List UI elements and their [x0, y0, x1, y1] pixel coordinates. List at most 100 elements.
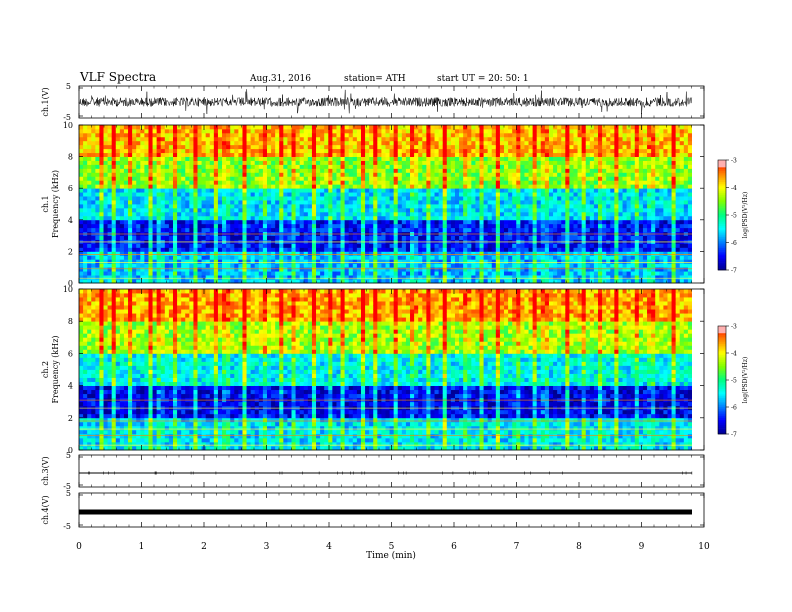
ch1-spectrogram-colorbar-cell — [718, 226, 726, 229]
ch4-waveform-ytick-label-bottom: -5 — [63, 522, 71, 531]
station-label: station= ATH — [344, 74, 406, 84]
ch2-spectrogram-colorbar-cell — [718, 381, 726, 384]
ch1-spectrogram-colorbar-tick-label: -5 — [731, 213, 737, 220]
ch1-spectrogram-colorbar-cell — [718, 209, 726, 212]
xtick-label: 4 — [326, 542, 332, 552]
ch2-spectrogram-colorbar-cell — [718, 414, 726, 417]
ch2-spectrogram-colorbar-cell — [718, 358, 726, 361]
ch2-spectrogram-colorbar-cell — [718, 378, 726, 381]
ch1-spectrogram-colorbar-cell — [718, 198, 726, 201]
ch2-spectrogram-colorbar-cell — [718, 394, 726, 397]
ch2-spectrogram-colorbar-cell — [718, 329, 726, 332]
xtick-label: 8 — [576, 542, 582, 552]
ch2-spectrogram-colorbar-cell — [718, 376, 726, 379]
start-time-label: start UT = 20: 50: 1 — [437, 74, 529, 84]
ch1-spectrogram-colorbar-cell — [718, 172, 726, 175]
ch1-spectrogram-colorbar-cell — [718, 227, 726, 230]
ch1-spectrogram-colorbar-cell — [718, 169, 726, 172]
ch1-spectrogram-colorbar-cell — [718, 259, 726, 262]
ch2-spectrogram-colorbar-cell — [718, 412, 726, 415]
ch1-spectrogram-colorbar-cell — [718, 215, 726, 218]
ch2-spectrogram-ytick-label: 10 — [63, 285, 73, 294]
ch1-spectrogram-ytick-label: 10 — [63, 121, 73, 130]
ch2-spectrogram-colorbar-cell — [718, 338, 726, 341]
ch2-spectrogram-colorbar-cell — [718, 403, 726, 406]
ch2-spectrogram-cells — [79, 289, 693, 451]
xtick-label: 1 — [139, 542, 145, 552]
ch1-spectrogram-colorbar-cell — [718, 165, 726, 168]
ch1-spectrogram-colorbar-cell — [718, 218, 726, 221]
ch2-spectrogram-colorbar-cell — [718, 342, 726, 345]
ch1-spectrogram-colorbar-cell — [718, 253, 726, 256]
ch2-spectrogram-colorbar-cell — [718, 417, 726, 420]
ch1-spectrogram-colorbar-cell — [718, 194, 726, 197]
ch1-waveform-ylabel: ch.1(V) — [41, 87, 50, 116]
ch1-spectrogram-colorbar-cell — [718, 161, 726, 164]
ch1-waveform-ytick-label-top: 5 — [66, 82, 71, 91]
ch1-spectrogram-colorbar-cell — [718, 231, 726, 234]
ch2-spectrogram-colorbar-cell — [718, 432, 726, 435]
ch3-waveform-ytick-label-top: 5 — [66, 451, 71, 460]
ch1-spectrogram-colorbar-cell — [718, 240, 726, 243]
ch1-spectrogram-colorbar-tick-label: -4 — [731, 185, 737, 192]
xtick-label: 2 — [201, 542, 207, 552]
ch1-spectrogram-colorbar-cell — [718, 237, 726, 240]
ch2-spectrogram-colorbar-label: log(PSD(V²/Hz) — [742, 357, 749, 404]
ch2-spectrogram-colorbar-cell — [718, 398, 726, 401]
ch1-spectrogram-colorbar-cell — [718, 235, 726, 238]
ch2-spectrogram-colorbar-cell — [718, 372, 726, 375]
ch1-spectrogram-colorbar-tick-label: -3 — [731, 158, 737, 165]
ch1-spectrogram-colorbar-cell — [718, 183, 726, 186]
ch1-spectrogram-colorbar-cell — [718, 246, 726, 249]
ch1-spectrogram-colorbar-cell — [718, 262, 726, 265]
ch2-spectrogram-colorbar-cell — [718, 374, 726, 377]
ch1-spectrogram-colorbar-cell — [718, 196, 726, 199]
ch2-spectrogram-ytick-label: 2 — [68, 414, 73, 423]
ch1-spectrogram-colorbar-cell — [718, 260, 726, 263]
ch1-spectrogram-colorbar-cell — [718, 242, 726, 245]
xtick-label: 10 — [698, 542, 710, 552]
ch1-spectrogram-colorbar-cell — [718, 176, 726, 179]
ch2-spectrogram-colorbar-cell — [718, 408, 726, 411]
xtick-label: 7 — [514, 542, 520, 552]
ch2-spectrogram-colorbar-cell — [718, 423, 726, 426]
ch1-spectrogram-colorbar-cell — [718, 251, 726, 254]
ch1-spectrogram-colorbar-cell — [718, 255, 726, 258]
ch2-spectrogram-colorbar-cell — [718, 399, 726, 402]
ch2-spectrogram-colorbar-cell — [718, 385, 726, 388]
ch1-spectrogram-cells — [79, 125, 693, 284]
ch2-spectrogram-colorbar-cell — [718, 419, 726, 422]
ch2-spectrogram-empty-area — [692, 289, 704, 450]
ch1-spectrogram-colorbar-cell — [718, 229, 726, 232]
ch2-spectrogram-colorbar-cell — [718, 390, 726, 393]
ch1-spectrogram-colorbar-cell — [718, 185, 726, 188]
ch2-spectrogram-colorbar-cell — [718, 387, 726, 390]
ch2-spectrogram-colorbar-cell — [718, 365, 726, 368]
ch1-spectrogram-colorbar-cell — [718, 213, 726, 216]
xtick-label: 6 — [451, 542, 457, 552]
ch2-spectrogram-colorbar-cell — [718, 333, 726, 336]
ch2-spectrogram-colorbar-cell — [718, 421, 726, 424]
ch1-spectrogram-colorbar-cell — [718, 187, 726, 190]
ch1-spectrogram-ylabel: Frequency (kHz) — [51, 170, 60, 238]
ch2-spectrogram-colorbar-cell — [718, 383, 726, 386]
ch1-spectrogram-colorbar-label: log(PSD(V²/Hz) — [742, 192, 749, 239]
ch1-spectrogram-colorbar-cell — [718, 257, 726, 260]
ch2-spectrogram-colorbar-cell — [718, 416, 726, 419]
ch2-spectrogram-colorbar-cell — [718, 347, 726, 350]
ch2-spectrogram-colorbar-cell — [718, 405, 726, 408]
ch3-waveform-ytick-label-bottom: -5 — [63, 482, 71, 491]
ch2-spectrogram-colorbar-cell — [718, 371, 726, 374]
ch1-waveform-ytick-label-bottom: -5 — [63, 113, 71, 122]
ch2-spectrogram-colorbar-cell — [718, 327, 726, 330]
ch1-spectrogram-colorbar-cell — [718, 264, 726, 267]
ch2-spectrogram-colorbar-cell — [718, 369, 726, 372]
ch2-spectrogram-ylabel: Frequency (kHz) — [51, 335, 60, 403]
ch2-spectrogram-colorbar-cell — [718, 349, 726, 352]
ch1-spectrogram-colorbar-cell — [718, 224, 726, 227]
chart-title: VLF Spectra — [80, 70, 157, 84]
ch1-spectrogram-colorbar-cell — [718, 182, 726, 185]
ch2-spectrogram-ytick-label: 6 — [68, 349, 73, 358]
ch1-spectrogram-ytick-label: 6 — [68, 184, 73, 193]
ch2-spectrogram-colorbar-cell — [718, 340, 726, 343]
